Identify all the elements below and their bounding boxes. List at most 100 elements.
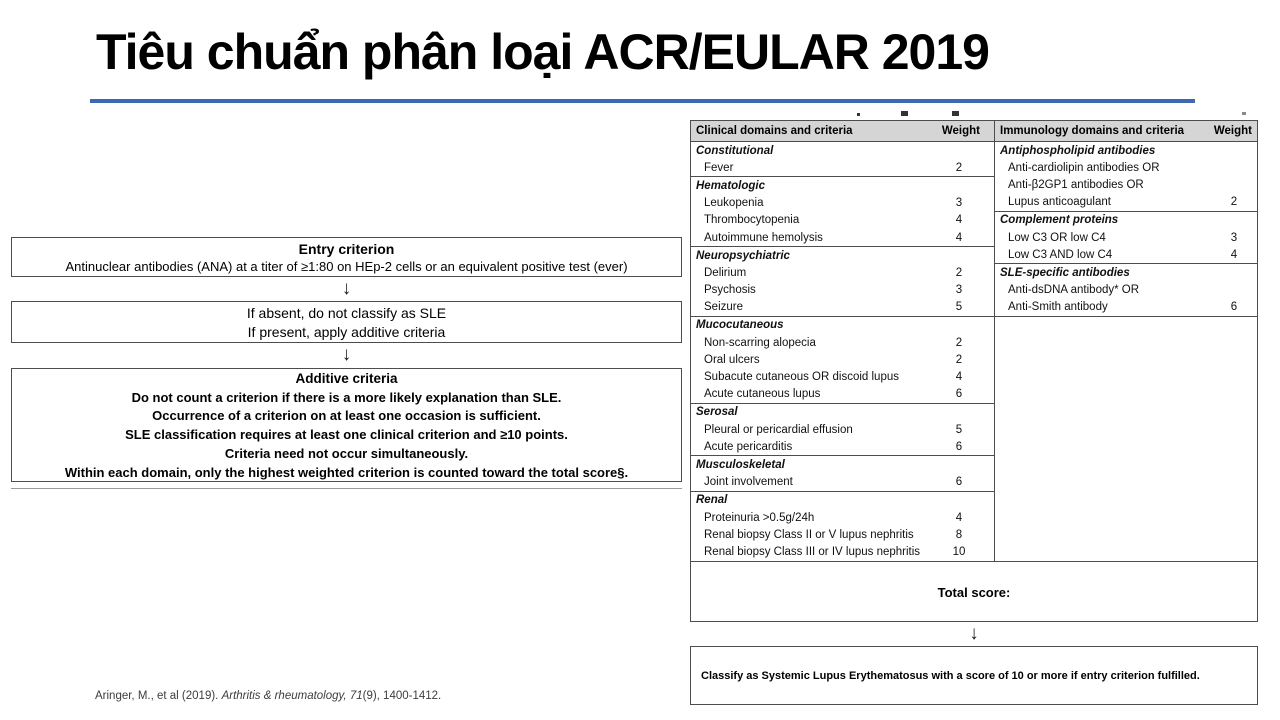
criterion-label: Anti-Smith antibody <box>1008 301 1108 314</box>
decision-line-present: If present, apply additive criteria <box>247 323 446 340</box>
criterion-label: Delirium <box>704 266 747 279</box>
classification-box: Classify as Systemic Lupus Erythematosus… <box>690 646 1258 705</box>
criterion-row: Non-scarring alopecia 2 <box>691 334 994 351</box>
criteria-group: Neuropsychiatric Delirium 2 Psychosis 3 Seizu… <box>691 247 994 317</box>
table-header-row: Clinical domains and criteria Weight Imm… <box>691 121 1257 142</box>
domain-label: Complement proteins <box>1000 214 1119 227</box>
criteria-group: Renal Proteinuria >0.5g/24h 4 Renal biopsy … <box>691 492 994 561</box>
criterion-weight: 2 <box>955 336 963 349</box>
domain-label: Neuropsychiatric <box>696 249 790 262</box>
criterion-row: Low C3 OR low C4 3 <box>995 229 1257 246</box>
criterion-weight: 4 <box>1230 248 1238 261</box>
domain-row: Constitutional <box>691 142 994 159</box>
criterion-row: Anti-Smith antibody 6 <box>995 299 1257 316</box>
entry-criterion-heading: Entry criterion <box>298 241 395 257</box>
clinical-weight-header: Weight <box>941 125 980 137</box>
classification-text: Classify as Systemic Lupus Erythematosus… <box>701 669 1200 682</box>
criterion-label: Oral ulcers <box>704 353 760 366</box>
criterion-row: Subacute cutaneous OR discoid lupus 4 <box>691 368 994 385</box>
criterion-weight: 5 <box>955 301 963 314</box>
criterion-weight: 6 <box>1230 301 1238 314</box>
total-score-label: Total score: <box>937 584 1011 600</box>
criterion-weight: 4 <box>955 231 963 244</box>
criterion-label: Autoimmune hemolysis <box>704 231 823 244</box>
criterion-row: Acute pericarditis 6 <box>691 438 994 455</box>
criterion-row: Joint involvement 6 <box>691 474 994 491</box>
criterion-label: Acute cutaneous lupus <box>704 388 821 401</box>
table-body: Constitutional Fever 2 Hematologic Leukopeni… <box>691 142 1257 561</box>
page-title: Tiêu chuẩn phân loại ACR/EULAR 2019 <box>96 24 990 80</box>
criterion-row: Fever 2 <box>691 159 994 176</box>
criterion-label: Renal biopsy Class II or V lupus nephrit… <box>704 528 914 541</box>
domain-row: Mucocutaneous <box>691 317 994 334</box>
criterion-row: Oral ulcers 2 <box>691 351 994 368</box>
criterion-label: Renal biopsy Class III or IV lupus nephr… <box>704 545 921 558</box>
domain-label: Antiphospholipid antibodies <box>1000 144 1156 157</box>
criterion-label: Pleural or pericardial effusion <box>704 423 853 436</box>
criterion-weight: 2 <box>1230 196 1238 209</box>
criterion-label: Non-scarring alopecia <box>704 336 816 349</box>
domain-row: Hematologic <box>691 177 994 194</box>
criterion-weight: 10 <box>952 545 966 558</box>
entry-criterion-box: Entry criterion Antinuclear antibodies (… <box>11 237 682 277</box>
citation: Aringer, M., et al (2019). Arthritis & r… <box>95 690 441 702</box>
domain-row: Neuropsychiatric <box>691 247 994 264</box>
additive-criteria-line: Do not count a criterion if there is a m… <box>131 389 562 405</box>
criterion-row: Leukopenia 3 <box>691 195 994 212</box>
criterion-weight: 4 <box>955 371 963 384</box>
criterion-row: Anti-β2GP1 antibodies OR <box>995 176 1257 193</box>
criterion-label: Anti-dsDNA antibody* OR <box>1008 284 1140 297</box>
criterion-row: Renal biopsy Class II or V lupus nephrit… <box>691 526 994 543</box>
criterion-row: Delirium 2 <box>691 264 994 281</box>
criterion-weight: 3 <box>1230 231 1238 244</box>
criteria-group: SLE-specific antibodies Anti-dsDNA antibo… <box>995 264 1257 317</box>
criterion-row: Psychosis 3 <box>691 282 994 299</box>
criterion-label: Low C3 OR low C4 <box>1008 231 1106 244</box>
citation-journal: Arthritis & rheumatology, 71 <box>221 690 363 702</box>
additive-criteria-line: Within each domain, only the highest wei… <box>64 464 629 480</box>
criterion-weight: 3 <box>955 197 963 210</box>
total-score-row: Total score: <box>691 561 1257 622</box>
clinical-header-label: Clinical domains and criteria <box>696 125 853 137</box>
criterion-weight: 6 <box>955 476 963 489</box>
criterion-label: Anti-cardiolipin antibodies OR <box>1008 161 1160 174</box>
cropped-box-edge <box>11 488 682 489</box>
criterion-label: Joint involvement <box>704 476 793 489</box>
criterion-row: Proteinuria >0.5g/24h 4 <box>691 509 994 526</box>
citation-authors: Aringer, M., et al (2019). <box>95 690 222 702</box>
criterion-weight: 8 <box>955 528 963 541</box>
domain-label: Mucocutaneous <box>696 319 784 332</box>
criterion-weight: 2 <box>955 353 963 366</box>
criterion-label: Proteinuria >0.5g/24h <box>704 511 815 524</box>
criterion-label: Anti-β2GP1 antibodies OR <box>1008 178 1144 191</box>
additive-criteria-line: Criteria need not occur simultaneously. <box>224 445 469 461</box>
clinical-header-cell: Clinical domains and criteria Weight <box>691 121 995 141</box>
decision-line-absent: If absent, do not classify as SLE <box>246 305 447 321</box>
criterion-row: Autoimmune hemolysis 4 <box>691 229 994 246</box>
criteria-group: Serosal Pleural or pericardial effusion 5 A… <box>691 404 994 457</box>
down-arrow-icon: ↓ <box>341 344 352 365</box>
criterion-weight: 4 <box>955 214 963 227</box>
criterion-weight: 2 <box>955 266 963 279</box>
additive-criteria-heading: Additive criteria <box>295 371 398 386</box>
additive-criteria-line: Occurrence of a criterion on at least on… <box>152 408 541 424</box>
criteria-group: Hematologic Leukopenia 3 Thrombocytopenia 4 A… <box>691 177 994 248</box>
criteria-group: Constitutional Fever 2 <box>691 142 994 178</box>
entry-criterion-text: Antinuclear antibodies (ANA) at a titer … <box>65 259 628 274</box>
clinical-column: Constitutional Fever 2 Hematologic Leukopeni… <box>691 142 995 561</box>
criterion-weight: 3 <box>955 284 963 297</box>
down-arrow-icon: ↓ <box>341 278 352 299</box>
criterion-label: Fever <box>704 161 734 174</box>
immunology-weight-header: Weight <box>1213 125 1252 137</box>
criterion-row: Acute cutaneous lupus 6 <box>691 386 994 403</box>
domain-label: SLE-specific antibodies <box>1000 266 1130 279</box>
cropped-caption-fragment <box>857 113 860 116</box>
criterion-label: Psychosis <box>704 284 756 297</box>
criterion-weight: 2 <box>955 161 963 174</box>
citation-pages: (9), 1400-1412. <box>362 690 442 702</box>
additive-criteria-line: SLE classification requires at least one… <box>125 427 568 443</box>
criterion-label: Low C3 AND low C4 <box>1008 248 1113 261</box>
criterion-row: Low C3 AND low C4 4 <box>995 246 1257 263</box>
domain-label: Musculoskeletal <box>696 458 785 471</box>
